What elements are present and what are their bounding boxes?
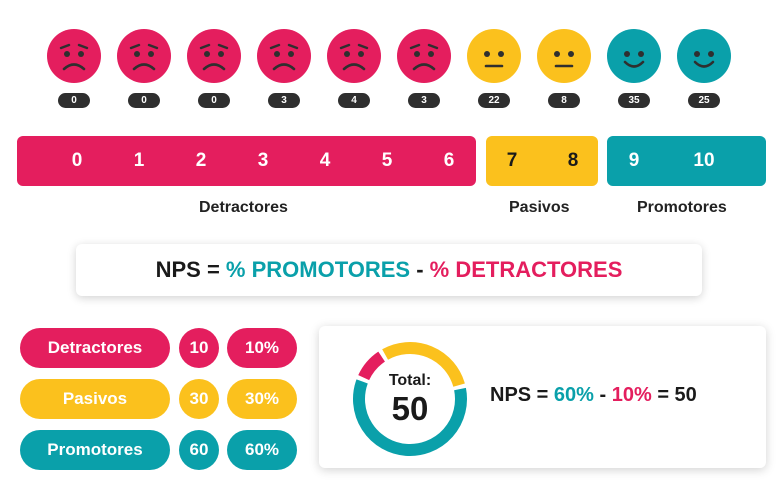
face-count: 3 (268, 93, 300, 108)
score-3: 3 (257, 150, 269, 171)
face-2: 0 (186, 29, 242, 115)
detractors-scale-bar: 0 1 2 3 4 5 6 (17, 136, 476, 186)
face-count: 0 (198, 93, 230, 108)
score-9: 9 (628, 150, 640, 171)
score-1: 1 (133, 150, 145, 171)
calc-result: = 50 (651, 384, 697, 406)
calc-detractors: 10% (611, 384, 652, 406)
formula-minus: - (410, 257, 430, 282)
face-6: 22 (466, 29, 522, 115)
nps-formula: NPS = % PROMOTORES - % DETRACTORES (76, 244, 702, 296)
promoters-scale-bar: 9 10 (607, 136, 766, 186)
nps-result-card: Total: 50 NPS = 60% - 10% = 50 (319, 326, 766, 468)
formula-detractors: % DETRACTORES (429, 257, 623, 282)
score-5: 5 (381, 150, 393, 171)
passives-percent: 30% (227, 379, 297, 419)
face-9: 25 (676, 29, 732, 115)
formula-prefix: NPS = (155, 257, 226, 282)
face-8: 35 (606, 29, 662, 115)
face-count: 0 (58, 93, 90, 108)
face-count: 25 (688, 93, 720, 108)
face-count: 3 (408, 93, 440, 108)
neutral-face-icon (537, 29, 591, 83)
calc-promoters: 60% (553, 384, 594, 406)
score-0: 0 (71, 150, 83, 171)
detractors-percent: 10% (227, 328, 297, 368)
promoters-count: 60 (179, 430, 219, 470)
formula-promoters: % PROMOTORES (225, 257, 411, 282)
sad-face-icon (117, 29, 171, 83)
face-count: 8 (548, 93, 580, 108)
happy-face-icon (607, 29, 661, 83)
passives-count: 30 (179, 379, 219, 419)
calc-minus: - (593, 384, 612, 406)
score-6: 6 (443, 150, 455, 171)
face-1: 0 (116, 29, 172, 115)
score-7: 7 (506, 150, 518, 171)
detractors-count: 10 (179, 328, 219, 368)
face-count: 22 (478, 93, 510, 108)
face-count: 4 (338, 93, 370, 108)
face-3: 3 (256, 29, 312, 115)
score-8: 8 (567, 150, 579, 171)
passives-pill: Pasivos (20, 379, 170, 419)
total-label: Total: (388, 372, 432, 389)
donut-segment-promoters (353, 379, 467, 456)
face-7: 8 (536, 29, 592, 115)
promoters-percent: 60% (227, 430, 297, 470)
sad-face-icon (47, 29, 101, 83)
total-value: 50 (391, 390, 429, 427)
score-4: 4 (319, 150, 331, 171)
passives-label: Pasivos (509, 199, 570, 216)
sad-face-icon (327, 29, 381, 83)
sad-face-icon (257, 29, 311, 83)
faces-row: 0 0 0 3 4 3 22 8 35 25 (46, 29, 731, 115)
face-4: 4 (326, 29, 382, 115)
passives-scale-bar: 7 8 (486, 136, 598, 186)
score-2: 2 (195, 150, 207, 171)
detractors-label: Detractores (199, 199, 288, 216)
promoters-pill: Promotores (20, 430, 170, 470)
detractors-pill: Detractores (20, 328, 170, 368)
donut-segment-detractors (358, 351, 386, 381)
face-count: 35 (618, 93, 650, 108)
score-10: 10 (693, 150, 715, 171)
nps-donut (353, 342, 467, 456)
promoters-label: Promotores (637, 199, 727, 216)
sad-face-icon (397, 29, 451, 83)
face-count: 0 (128, 93, 160, 108)
nps-calculation: NPS = 60% - 10% = 50 (490, 384, 697, 407)
neutral-face-icon (467, 29, 521, 83)
calc-prefix: NPS = (490, 384, 554, 406)
sad-face-icon (187, 29, 241, 83)
face-0: 0 (46, 29, 102, 115)
donut-segment-passives (382, 342, 465, 387)
face-5: 3 (396, 29, 452, 115)
happy-face-icon (677, 29, 731, 83)
